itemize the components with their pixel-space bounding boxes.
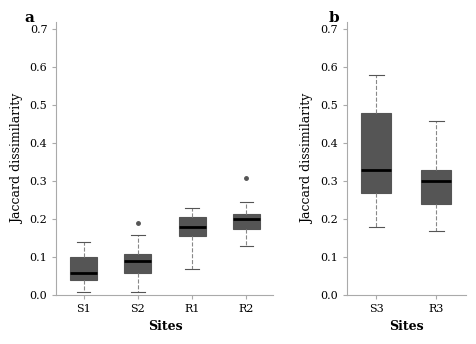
PathPatch shape (178, 217, 205, 236)
PathPatch shape (420, 170, 450, 204)
PathPatch shape (232, 214, 259, 229)
Y-axis label: Jaccard dissimilarity: Jaccard dissimilarity (300, 93, 314, 224)
PathPatch shape (361, 113, 390, 193)
PathPatch shape (124, 254, 151, 272)
Text: a: a (24, 11, 34, 25)
X-axis label: Sites: Sites (388, 320, 423, 333)
PathPatch shape (70, 257, 97, 280)
Y-axis label: Jaccard dissimilarity: Jaccard dissimilarity (11, 93, 24, 224)
Text: b: b (328, 11, 338, 25)
X-axis label: Sites: Sites (147, 320, 182, 333)
